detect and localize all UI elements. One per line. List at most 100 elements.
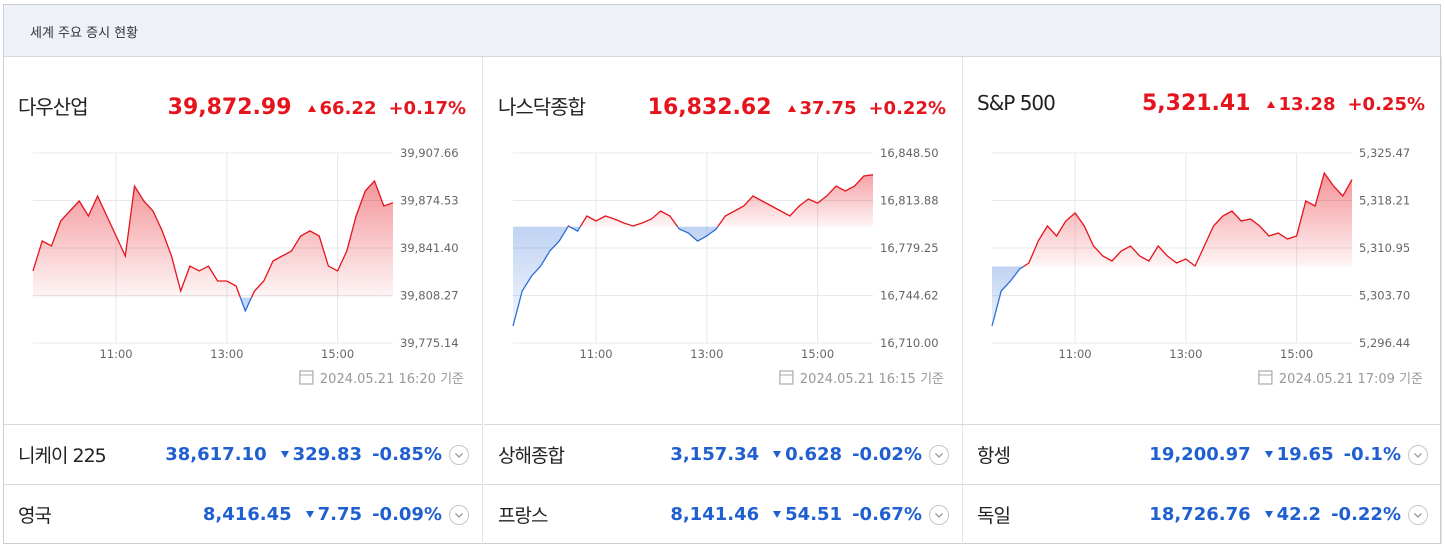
expand-button[interactable] <box>928 504 950 526</box>
change-value: 0.628 <box>785 444 843 465</box>
index-name: 나스닥종합 <box>498 95 586 119</box>
index-name: 니케이 225 <box>18 445 107 467</box>
y-tick-label: 16,848.50 <box>880 146 939 160</box>
up-arrow <box>307 105 316 112</box>
header: 세계 주요 증시 현황 <box>4 5 1440 57</box>
index-cell: 독일 18,726.76 42.2 -0.22% <box>963 484 1442 544</box>
change-pct: -0.67% <box>852 504 922 525</box>
up-arrow <box>787 105 796 112</box>
index-cell: 상해종합 3,157.34 0.628 -0.02% <box>484 424 963 484</box>
x-tick-label: 11:00 <box>99 347 132 361</box>
y-tick-label: 39,874.53 <box>400 194 459 208</box>
line-down <box>512 226 719 327</box>
expand-circle <box>1408 444 1428 465</box>
y-tick-label: 16,813.88 <box>880 193 939 207</box>
expand-chevron <box>935 512 943 518</box>
change: 66.22 <box>307 98 377 119</box>
index-name: 항셍 <box>977 445 1011 467</box>
x-tick-label: 13:00 <box>210 347 243 361</box>
area-up <box>33 181 393 298</box>
y-tick-label: 16,779.25 <box>880 241 939 255</box>
change-value: 19.65 <box>1276 444 1334 465</box>
expand-chevron <box>455 512 463 518</box>
chart: 5,325.47 5,318.21 5,310.95 5,303.70 5,296.44… <box>991 146 1423 387</box>
title-row: S&P 500 5,321.41 13.28 +0.25% <box>977 91 1425 116</box>
down-arrow <box>1264 511 1273 518</box>
price: 16,832.62 <box>647 95 772 120</box>
expand-button[interactable] <box>1407 504 1429 526</box>
y-tick-label: 16,744.62 <box>880 289 939 303</box>
index-name: 프랑스 <box>498 505 548 527</box>
change-pct: -0.09% <box>372 504 442 525</box>
y-tick-label: 5,303.70 <box>1359 288 1410 302</box>
area-down <box>513 226 873 326</box>
expand-button[interactable] <box>928 444 950 466</box>
change-value: 7.75 <box>317 504 363 525</box>
x-tick-label: 13:00 <box>690 347 723 361</box>
down-arrow <box>773 451 782 458</box>
index-name: S&P 500 <box>977 91 1056 115</box>
change: 13.28 <box>1266 94 1335 115</box>
y-tick-label: 5,310.95 <box>1359 241 1410 255</box>
index-cell: 항셍 19,200.97 19.65 -0.1% <box>963 424 1442 484</box>
index-name: 독일 <box>977 505 1011 527</box>
change-pct: -0.1% <box>1343 444 1401 465</box>
change-pct: -0.02% <box>852 444 922 465</box>
price: 39,872.99 <box>167 95 292 120</box>
change: 19.65 <box>1264 444 1334 465</box>
down-arrow <box>773 511 782 518</box>
change: 42.2 <box>1264 504 1321 525</box>
change-pct: +0.25% <box>1347 94 1425 115</box>
expand-button[interactable] <box>448 504 470 526</box>
index-name: 영국 <box>18 505 52 527</box>
index-cell: 프랑스 8,141.46 54.51 -0.67% <box>484 484 963 544</box>
price: 5,321.41 <box>1141 91 1251 116</box>
change: 0.628 <box>773 444 842 465</box>
y-tick-label: 39,775.14 <box>400 336 459 350</box>
change-value: 329.83 <box>292 444 363 465</box>
expand-chevron <box>455 452 463 458</box>
change-value: 66.22 <box>319 98 377 119</box>
change-pct: -0.85% <box>372 444 442 465</box>
change: 37.75 <box>787 98 857 119</box>
y-tick-label: 5,296.44 <box>1359 336 1410 350</box>
index-cell: 영국 8,416.45 7.75 -0.09% <box>4 484 483 544</box>
area-up <box>568 174 873 227</box>
down-arrow <box>305 511 314 518</box>
index-panel: 39,907.66 39,874.53 39,841.40 39,808.27 39,7… <box>4 57 483 424</box>
index-panel: 16,848.50 16,813.88 16,779.25 16,744.62 16,7… <box>484 57 963 424</box>
x-tick-label: 15:00 <box>1280 347 1313 361</box>
timestamp: 2024.05.21 16:15 기준 <box>800 372 944 387</box>
index-name: 상해종합 <box>498 445 565 467</box>
change-value: 37.75 <box>799 98 857 119</box>
price: 3,157.34 <box>670 444 760 465</box>
index-panel: 5,325.47 5,318.21 5,310.95 5,303.70 5,296.44… <box>963 57 1442 424</box>
change: 329.83 <box>280 444 363 465</box>
price: 8,416.45 <box>202 504 292 525</box>
y-tick-label: 16,710.00 <box>880 336 939 350</box>
index-cell: 니케이 225 38,617.10 329.83 -0.85% <box>4 424 483 484</box>
price: 8,141.46 <box>670 504 760 525</box>
y-tick-label: 5,318.21 <box>1359 194 1410 208</box>
area-down <box>992 266 1024 326</box>
market-widget: 세계 주요 증시 현황 39,907.66 39,874.53 39,841.40 3… <box>3 4 1442 544</box>
change: 54.51 <box>773 504 842 525</box>
price: 38,617.10 <box>165 444 267 465</box>
change-pct: +0.22% <box>868 98 946 119</box>
expand-circle <box>449 444 469 465</box>
expand-button[interactable] <box>448 444 470 466</box>
expand-chevron <box>1414 452 1422 458</box>
expand-circle <box>1408 504 1428 525</box>
calendar-icon <box>299 370 314 385</box>
calendar-icon <box>779 370 794 385</box>
expand-button[interactable] <box>1407 444 1429 466</box>
change: 7.75 <box>305 504 363 525</box>
down-arrow <box>1264 451 1273 458</box>
change-value: 54.51 <box>785 504 843 525</box>
calendar-icon <box>1258 370 1273 385</box>
timestamp: 2024.05.21 16:20 기준 <box>320 372 464 387</box>
down-arrow <box>280 451 289 458</box>
change-pct: +0.17% <box>388 98 466 119</box>
title-row: 다우산업 39,872.99 66.22 +0.17% <box>18 91 466 120</box>
expand-circle <box>929 504 949 525</box>
